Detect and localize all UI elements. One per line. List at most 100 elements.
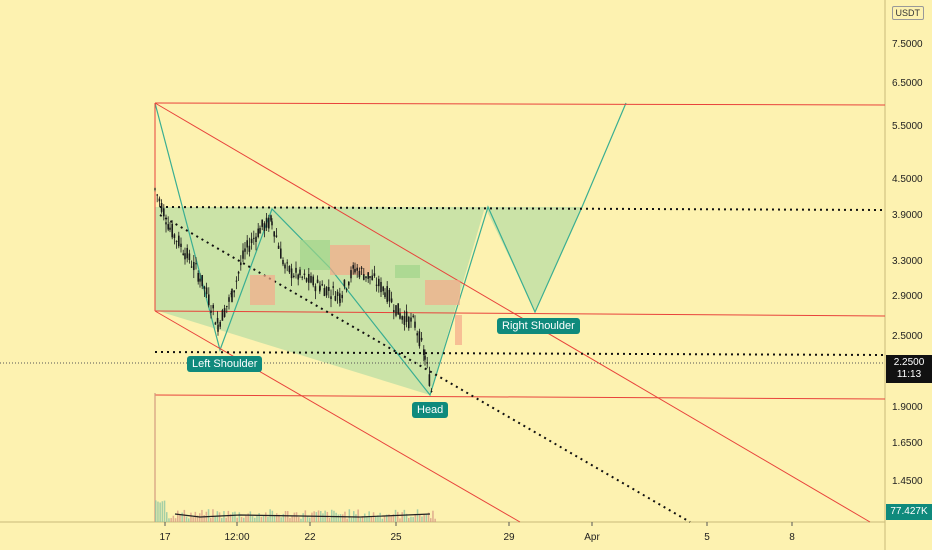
volume-bar [302,513,304,522]
candle-body [373,273,376,276]
volume-bar [337,514,340,522]
volume-bar [221,518,223,522]
support-line-mid [154,310,886,317]
candle-body [416,333,418,336]
price-tick-label: 1.6500 [892,438,923,449]
volume-bar [214,516,216,522]
cloud-block [330,245,370,275]
volume-bar [322,513,324,522]
candle-body [158,198,161,202]
price-tick-label: 5.5000 [892,121,923,132]
volume-bar [155,500,157,522]
volume-bar [223,511,225,522]
candle-body [336,291,339,296]
volume-bar [210,518,212,522]
candle-body [167,224,169,230]
volume-bar [166,512,168,522]
volume-bar [295,512,298,522]
cloud-block [395,265,420,278]
candle-body [410,317,412,322]
candle-body [339,299,341,303]
candle-body [319,285,321,291]
volume-bar [284,510,287,522]
candle-body [190,266,193,268]
candle-body [277,245,280,249]
candle-body [255,236,257,243]
volume-bar [238,512,241,522]
candle-body [345,288,348,290]
volume-bar [280,517,282,522]
volume-bar [416,509,419,522]
volume-bar [300,518,302,522]
volume-bar [421,516,423,522]
price-tick-label: 6.5000 [892,78,923,89]
volume-bar [243,517,245,522]
candle-body [299,269,301,276]
volume-bar [196,515,199,522]
volume-bar [386,514,388,522]
candle-body [268,217,270,229]
volume-bar [192,517,194,522]
candle-body [424,355,426,360]
volume-badge: 77.427K [886,504,932,520]
candle-body [290,268,293,279]
volume-bar [267,516,269,522]
volume-bar [170,518,172,522]
candle-body [325,286,328,296]
candle-body [310,275,312,283]
candle-body [286,262,288,264]
volume-bar [289,518,291,522]
volume-bar [361,516,364,522]
head-label: Head [412,402,449,418]
volume-bar [348,509,351,522]
candle-body [393,310,395,313]
candle-body [288,265,291,273]
volume-bar [276,513,278,522]
last-price-value: 2.2500 [893,357,925,368]
candle-body [334,295,337,301]
volume-bar [293,512,296,522]
candle-body [395,305,397,316]
volume-bar [432,510,434,522]
candle-body [201,275,203,287]
candle-body [358,270,361,278]
volume-bar [240,516,243,522]
candle-body [388,289,391,302]
time-tick-label: Apr [584,532,600,543]
volume-bar [229,514,232,522]
volume-bar [287,511,289,522]
volume-bar [401,512,403,522]
volume-bar [298,517,300,522]
candle-body [390,298,393,303]
candle-body [314,286,317,292]
candle-body [184,253,186,260]
candle-body [423,349,425,355]
candle-body [403,316,406,325]
price-tick-label: 2.5000 [892,331,923,342]
candle-body [203,286,206,289]
candle-body [193,262,195,271]
candle-body [354,268,356,273]
candle-body [371,275,373,281]
volume-bar [339,514,342,522]
volume-bar [159,502,161,522]
time-tick-label: 5 [704,532,710,543]
volume-bar [370,516,373,522]
candle-body [284,264,286,269]
candle-body [293,275,295,278]
candle-body [275,235,278,238]
volume-bar [388,514,390,522]
candle-body [367,272,369,279]
currency-label[interactable]: USDT [891,6,924,20]
candle-body [197,272,199,282]
price-tick-label: 3.3000 [892,256,923,267]
candle-body [369,276,371,278]
volume-bar [254,517,256,522]
volume-bar [331,509,333,522]
candle-body [350,270,352,279]
volume-bar [236,517,238,522]
candle-body [428,374,431,386]
candle-body [240,262,242,266]
